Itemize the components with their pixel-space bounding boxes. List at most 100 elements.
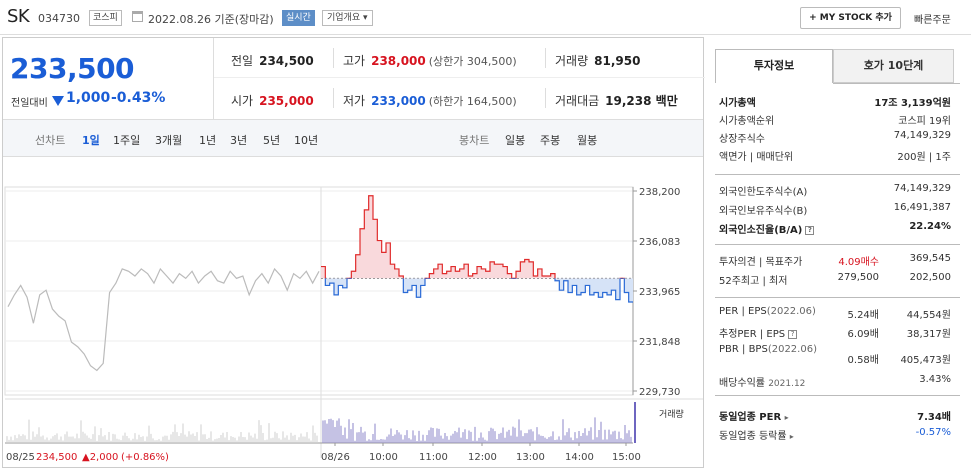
y-tick-label: 229,730 [639, 387, 680, 398]
down-arrow-icon [52, 96, 64, 106]
down-fill [325, 278, 633, 302]
price-summary: 전일 234,500 고가 238,000 (상한가 304,500) 거래량 81,9… [214, 38, 705, 119]
period-3m[interactable]: 3개월 [155, 134, 183, 147]
price-chart[interactable]: 238,200 236,083 233,965 231,848 229,730 08/26… [3, 158, 703, 468]
per-value: 5.24배 [847, 310, 879, 321]
x-tick-label: 13:00 [516, 452, 545, 463]
period-selector: 선차트 1일 1주일 3개월 1년 3년 5년 10년 봉차트 일봉 주봉 월봉 [3, 119, 703, 157]
x-tick-label: 11:00 [419, 452, 448, 463]
week52-label: 52주최고 | 최저 [719, 276, 788, 287]
period-1d[interactable]: 1일 [82, 134, 100, 147]
cap-rank-value: 코스피 19위 [898, 116, 951, 127]
opinion-label: 투자의견 | 목표주가 [719, 257, 803, 268]
volume-legend: 거래량 [659, 410, 684, 420]
current-price: 233,500 [10, 52, 135, 85]
peer-change-value: -0.57% [915, 427, 951, 438]
dividend-value: 3.43% [919, 374, 951, 385]
quick-order-button[interactable]: 빠른주문 [914, 15, 951, 26]
period-3y[interactable]: 3년 [230, 134, 248, 147]
eps-value: 44,554원 [906, 310, 951, 321]
week52-low: 202,500 [909, 272, 951, 283]
period-5y[interactable]: 5년 [263, 134, 281, 147]
x-tick-label: 12:00 [468, 452, 497, 463]
stock-name: SK [7, 6, 30, 27]
target-price: 369,545 [909, 253, 951, 264]
peer-section: 동일업종 PER ▸ 7.34배 동일업종 등락률 ▸ -0.57% [719, 404, 951, 444]
investment-info-panel: 투자정보 호가 10단계 시가총액 17조 3,139억원 시가총액순위 코스피… [705, 37, 971, 468]
est-per-label: 추정PER | EPS? [719, 325, 798, 340]
x-tick-label: 10:00 [369, 452, 398, 463]
peer-change-label[interactable]: 동일업종 등락률 ▸ [719, 431, 794, 442]
line-chart-label: 선차트 [35, 134, 66, 147]
est-per-value: 6.09배 [847, 329, 879, 340]
candle-weekly[interactable]: 주봉 [540, 134, 561, 147]
week52-high: 279,500 [837, 272, 879, 283]
foreign-ratio-label: 외국인소진율(B/A)? [719, 221, 815, 236]
period-1w[interactable]: 1주일 [113, 134, 141, 147]
main-panel: 233,500 전일대비 1,000 -0.43% 전일 234,500 고가 23… [2, 37, 705, 468]
calendar-icon [132, 11, 143, 22]
y-tick-label: 231,848 [639, 337, 680, 348]
prev-day-change: ▲2,000 [82, 452, 118, 463]
prev-day-date: 08/25 [6, 452, 35, 463]
low-price: 저가 233,000 (하한가 164,500) [343, 94, 517, 108]
y-tick-label: 238,200 [639, 187, 680, 198]
help-icon[interactable]: ? [805, 225, 815, 235]
prev-day-change-pct: (+0.86%) [121, 452, 169, 463]
volume: 거래량 81,950 [555, 54, 641, 68]
tab-investment-info[interactable]: 투자정보 [715, 49, 833, 83]
stock-code: 034730 [38, 12, 80, 25]
trade-amount: 거래대금 19,238 백만 [555, 94, 678, 108]
pbr-label: PBR | BPS(2022.06) [719, 344, 817, 355]
chart-svg: 238,200 236,083 233,965 231,848 229,730 08/26… [4, 186, 703, 463]
pbr-value: 0.58배 [847, 355, 879, 366]
high-price: 고가 238,000 (상한가 304,500) [343, 54, 517, 68]
x-tick-label: 15:00 [612, 452, 641, 463]
add-my-stock-button[interactable]: + MY STOCK 추가 [800, 7, 901, 29]
cap-rank-label: 시가총액순위 [719, 116, 775, 127]
per-label: PER | EPS(2022.06) [719, 306, 816, 317]
bps-value: 405,473원 [900, 355, 951, 366]
help-icon[interactable]: ? [788, 329, 798, 339]
period-1y[interactable]: 1년 [199, 134, 217, 147]
opinion-section: 투자의견 | 목표주가 4.09매수 369,545 52주최고 | 최저 27… [719, 253, 951, 293]
foreign-hold-value: 16,491,387 [893, 202, 951, 213]
price-box: 233,500 전일대비 1,000 -0.43% [3, 38, 214, 119]
period-10y[interactable]: 10년 [294, 134, 319, 147]
foreign-limit-value: 74,149,329 [893, 183, 951, 194]
y-tick-label: 233,965 [639, 287, 680, 298]
est-eps-value: 38,317원 [906, 329, 951, 340]
candle-daily[interactable]: 일봉 [505, 134, 526, 147]
today-line-up [321, 195, 625, 279]
top-bar: SK 034730 코스피 2022.08.26 기준(장마감) 실시간 기업개… [0, 0, 971, 35]
date-info: 2022.08.26 기준(장마감) [148, 13, 274, 26]
par-value: 200원 | 1주 [897, 152, 951, 163]
prev-close: 전일 234,500 [231, 54, 314, 68]
realtime-button[interactable]: 실시간 [282, 10, 315, 26]
foreign-limit-label: 외국인한도주식수(A) [719, 187, 808, 198]
foreign-hold-label: 외국인보유주식수(B) [719, 206, 808, 217]
company-overview-button[interactable]: 기업개요 ▾ [322, 10, 373, 26]
change-value: 1,000 [66, 90, 111, 106]
shares-label: 상장주식수 [719, 134, 765, 145]
foreign-ratio-value: 22.24% [909, 221, 951, 232]
tab-orderbook-10[interactable]: 호가 10단계 [833, 49, 954, 83]
market-badge: 코스피 [89, 10, 122, 26]
shares-value: 74,149,329 [893, 130, 951, 141]
open-price: 시가 235,000 [231, 94, 314, 108]
opinion-value: 4.09매수 [838, 257, 879, 268]
today-line-down [324, 278, 633, 303]
prev-day-line [7, 267, 320, 372]
peer-per-value: 7.34배 [917, 412, 951, 423]
candle-chart-label: 봉차트 [459, 134, 490, 147]
market-cap-value: 17조 3,139억원 [874, 98, 951, 109]
candle-monthly[interactable]: 월봉 [577, 134, 598, 147]
prev-day-close: 234,500 [36, 452, 77, 463]
change-label: 전일대비 [11, 98, 48, 109]
x-tick-label: 14:00 [565, 452, 594, 463]
valuation-section: PER | EPS(2022.06) 5.24배 44,554원 추정PER |… [719, 306, 951, 390]
par-label: 액면가 | 매매단위 [719, 152, 794, 163]
peer-per-label[interactable]: 동일업종 PER ▸ [719, 412, 789, 423]
dividend-label: 배당수익률 2021.12 [719, 378, 806, 389]
market-cap-label: 시가총액 [719, 98, 756, 109]
